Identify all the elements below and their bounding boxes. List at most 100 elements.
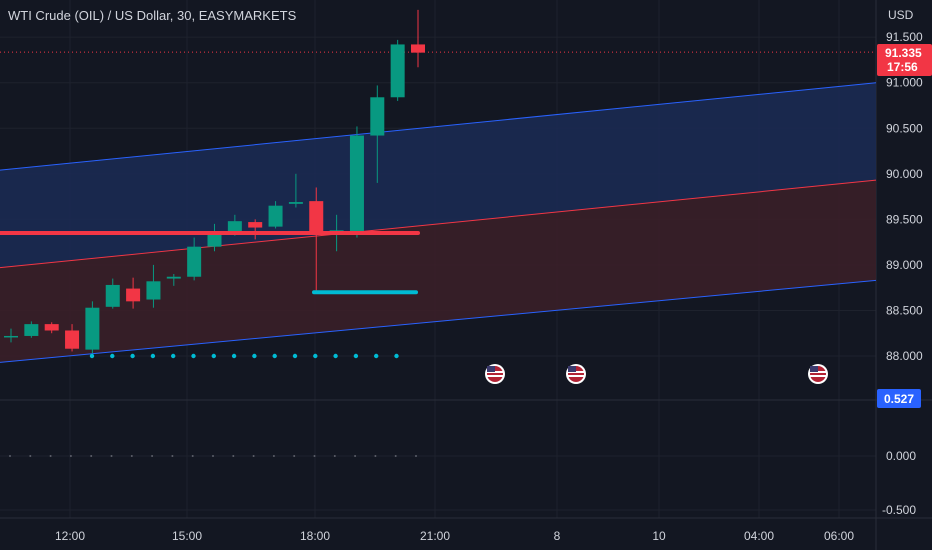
candle-body [85, 307, 100, 350]
osc-dot [151, 455, 154, 457]
osc-dot [69, 455, 72, 457]
flag-stripe [568, 375, 584, 377]
channel-fills [0, 82, 876, 363]
time-tick-label: 8 [554, 529, 561, 543]
event-markers[interactable] [485, 364, 828, 384]
us-flag-icon[interactable] [808, 364, 828, 384]
marker-dot [89, 353, 95, 359]
osc-dot [191, 455, 194, 457]
upper-channel-line [0, 82, 877, 171]
marker-dot [211, 353, 216, 359]
last-price-tag [877, 44, 932, 76]
flag-canton [568, 366, 576, 372]
oscillator-value-label: 0.527 [884, 392, 914, 406]
candle-body [248, 222, 263, 228]
osc-dot [130, 455, 133, 457]
time-tick-label: 15:00 [172, 529, 202, 543]
marker-dot [394, 353, 399, 359]
price-tick-label: 89.500 [886, 212, 923, 226]
candle-body [126, 288, 141, 302]
candle-body [288, 202, 303, 204]
time-tick-label: 06:00 [824, 529, 854, 543]
marker-dot [374, 353, 379, 359]
osc-dot [394, 455, 397, 457]
marker-dot [353, 353, 359, 359]
marker-dot [292, 353, 298, 359]
marker-dot [130, 353, 135, 359]
lower-channel-line [0, 279, 877, 363]
candle-body [105, 284, 120, 307]
oscillator-tick-label: -0.500 [882, 503, 916, 517]
chart-title: WTI Crude (OIL) / US Dollar, 30, EASYMAR… [8, 8, 297, 23]
flag-stripe [810, 375, 826, 377]
marker-dot [191, 353, 196, 359]
candle-body [370, 97, 385, 136]
marker-dot [171, 353, 176, 359]
channel-lines [0, 51, 877, 363]
candle-body [44, 324, 59, 331]
osc-dot [313, 455, 316, 457]
osc-dot [354, 455, 357, 457]
overlay-markers [0, 231, 420, 359]
time-tick-label: 12:00 [55, 529, 85, 543]
price-tick-label: 90.500 [886, 121, 923, 135]
candle-body [349, 135, 364, 233]
oscillator-value-tag [877, 389, 921, 408]
time-tick-label: 04:00 [744, 529, 774, 543]
candle-body [4, 335, 18, 338]
candle-body [65, 330, 80, 349]
marker-dot [252, 353, 257, 359]
price-scale-currency: USD [888, 8, 914, 22]
upper-channel-fill [0, 82, 876, 268]
marker-dot [333, 353, 338, 359]
candle-body [411, 44, 425, 53]
candle-body [309, 201, 324, 232]
candle-body [227, 221, 242, 234]
time-tick-label: 21:00 [420, 529, 450, 543]
axes[interactable]: USD 91.500 91.000 90.500 90.000 89.500 89.000 8… [55, 8, 932, 543]
marker-dot [150, 353, 156, 359]
oscillator-tick-label: 0.000 [886, 449, 916, 463]
us-flag-icon[interactable] [566, 364, 586, 384]
osc-dot [9, 455, 11, 457]
price-tick-label: 89.000 [886, 258, 923, 272]
osc-dot [232, 455, 235, 457]
candle-body [146, 281, 161, 300]
countdown-label: 17:56 [887, 60, 918, 74]
flag-stripe [487, 375, 503, 377]
osc-dot [415, 455, 417, 457]
price-tick-label: 91.500 [886, 30, 923, 44]
flag-canton [487, 366, 495, 372]
osc-dot [110, 455, 113, 457]
flag-canton [810, 366, 818, 372]
marker-dot [272, 353, 277, 359]
last-price-label: 91.335 [885, 46, 922, 60]
osc-dot [293, 455, 296, 457]
price-tick-label: 88.500 [886, 303, 923, 317]
us-flag-icon[interactable] [485, 364, 505, 384]
osc-dot [374, 455, 377, 457]
candle-body [166, 276, 181, 279]
osc-dot [171, 455, 174, 457]
time-tick-label: 18:00 [300, 529, 330, 543]
osc-dot [212, 455, 214, 457]
price-tick-label: 91.000 [886, 76, 923, 90]
osc-dot [333, 455, 336, 457]
candle-body [207, 233, 222, 247]
middle-channel-line [0, 179, 877, 269]
lower-channel-fill [0, 180, 876, 363]
marker-dot [231, 353, 237, 359]
marker-dot [313, 353, 318, 359]
candle-body [390, 44, 405, 98]
osc-dot [252, 455, 255, 457]
price-tick-label: 88.000 [886, 349, 923, 363]
osc-dot [49, 455, 52, 457]
candles[interactable] [4, 9, 425, 354]
time-tick-label: 10 [652, 529, 666, 543]
osc-dot [272, 455, 275, 457]
osc-dot [90, 455, 93, 457]
candle-body [24, 324, 39, 336]
osc-dot [29, 455, 32, 457]
